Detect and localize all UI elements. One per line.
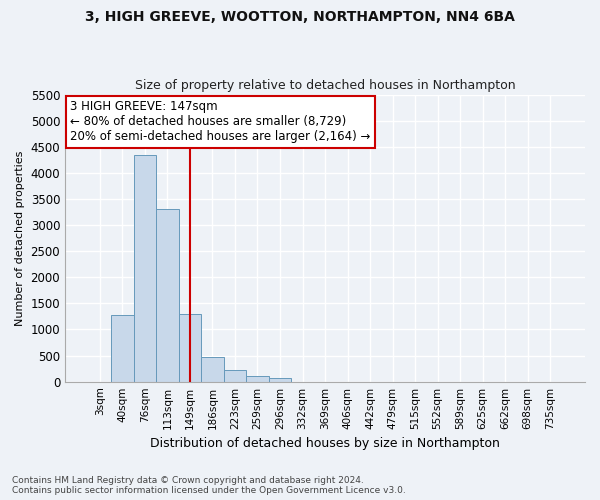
Bar [179, 314, 201, 382]
Text: 3, HIGH GREEVE, WOOTTON, NORTHAMPTON, NN4 6BA: 3, HIGH GREEVE, WOOTTON, NORTHAMPTON, NN… [85, 10, 515, 24]
Title: Size of property relative to detached houses in Northampton: Size of property relative to detached ho… [135, 79, 515, 92]
Bar [111, 316, 134, 382]
Bar [269, 378, 291, 382]
Bar [156, 210, 179, 382]
Bar [224, 370, 246, 382]
Text: 3 HIGH GREEVE: 147sqm
← 80% of detached houses are smaller (8,729)
20% of semi-d: 3 HIGH GREEVE: 147sqm ← 80% of detached … [70, 100, 371, 144]
Bar [134, 154, 156, 382]
Y-axis label: Number of detached properties: Number of detached properties [15, 150, 25, 326]
Text: Contains HM Land Registry data © Crown copyright and database right 2024.
Contai: Contains HM Land Registry data © Crown c… [12, 476, 406, 495]
Bar [201, 356, 224, 382]
Bar [246, 376, 269, 382]
X-axis label: Distribution of detached houses by size in Northampton: Distribution of detached houses by size … [150, 437, 500, 450]
